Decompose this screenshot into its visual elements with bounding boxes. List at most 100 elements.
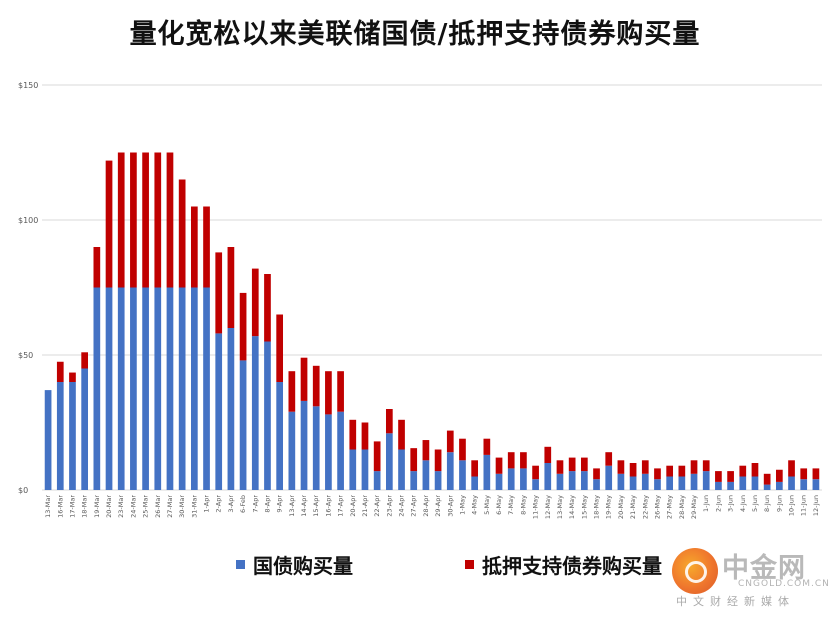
bar-mbs [93, 247, 101, 288]
bar-treasury [178, 287, 186, 490]
x-tick-label: 3-Jun [727, 495, 735, 512]
bar-mbs [81, 352, 89, 369]
bar-treasury [715, 481, 722, 490]
x-tick-label: 18-Mar [81, 495, 89, 518]
bar-treasury [446, 452, 454, 490]
x-tick-label: 8-Jun [763, 495, 771, 512]
x-tick-label: 17-Apr [337, 495, 345, 517]
bar-treasury [373, 471, 381, 490]
bar-treasury [422, 460, 430, 490]
bar-treasury [349, 449, 357, 490]
y-tick-label: $50 [18, 351, 33, 360]
x-tick-label: 23-Mar [117, 495, 125, 518]
bar-treasury [544, 463, 552, 490]
bar-mbs [434, 449, 442, 472]
bar-treasury [751, 476, 759, 490]
bar-mbs [276, 314, 284, 382]
watermark-tagline: 中文财经新媒体 [676, 595, 795, 608]
x-tick-label: 30-Mar [178, 495, 186, 518]
bar-treasury [605, 465, 613, 490]
x-tick-label: 1-May [458, 495, 466, 515]
bar-mbs [788, 460, 795, 477]
cngold-logo-icon [672, 548, 718, 594]
bar-mbs [154, 152, 162, 288]
bar-treasury [483, 454, 491, 490]
bar-treasury [617, 473, 625, 490]
x-tick-label: 21-May [629, 495, 637, 519]
legend-label-mbs: 抵押支持债券购买量 [482, 553, 662, 578]
x-tick-label: 5-Jun [751, 495, 759, 512]
x-tick-label: 9-Jun [775, 495, 783, 512]
bar-mbs [532, 465, 539, 480]
bar-treasury [702, 471, 710, 490]
bar-mbs [190, 206, 198, 288]
x-tick-label: 22-May [641, 495, 649, 519]
bar-treasury [239, 360, 247, 490]
bar-mbs [251, 268, 259, 337]
bar-treasury [288, 411, 296, 490]
bar-treasury [763, 484, 771, 490]
x-tick-label: 16-Mar [56, 495, 64, 518]
x-tick-label: 29-May [690, 495, 698, 519]
bar-mbs [507, 452, 515, 469]
bar-treasury [81, 368, 89, 490]
bar-mbs [580, 457, 588, 472]
x-tick-label: 15-May [580, 495, 588, 519]
x-tick-label: 23-Apr [385, 495, 393, 517]
bar-mbs [130, 152, 137, 288]
bar-mbs [702, 460, 710, 472]
x-axis-tick-labels: 13-Mar 16-Mar 17-Mar 18-Mar 19-Mar 20-Mar 23-M… [44, 495, 820, 519]
bar-mbs [361, 422, 369, 450]
x-tick-label: 26-Mar [154, 495, 162, 518]
bar-treasury [666, 476, 674, 490]
bar-mbs [312, 365, 320, 407]
bar-mbs [385, 409, 393, 434]
x-tick-label: 4-Jun [739, 495, 747, 512]
bar-mbs [520, 452, 527, 469]
bar-mbs [739, 465, 747, 477]
bar-mbs [715, 471, 722, 482]
bar-treasury [44, 390, 52, 490]
bar-mbs [727, 471, 734, 482]
bar-treasury [739, 476, 747, 490]
x-tick-label: 31-Mar [190, 495, 198, 518]
x-tick-label: 12-May [544, 495, 552, 519]
x-tick-label: 5-May [483, 495, 491, 515]
bar-treasury [142, 287, 149, 490]
legend-item-treasury: 国债购买量 [236, 552, 353, 578]
bar-mbs [373, 441, 381, 472]
bar-mbs [483, 438, 491, 455]
bar-mbs [337, 371, 344, 412]
bar-mbs [300, 357, 308, 401]
legend-label-treasury: 国债购买量 [253, 553, 353, 578]
legend-swatch-treasury [236, 559, 245, 569]
bar-treasury [641, 473, 649, 490]
x-tick-label: 13-May [556, 495, 564, 519]
bar-mbs [446, 430, 454, 453]
bar-treasury [117, 287, 125, 490]
bar-treasury [264, 341, 271, 490]
bar-mbs [56, 361, 64, 382]
x-tick-label: 21-Apr [361, 495, 369, 517]
x-tick-label: 2-Apr [215, 495, 223, 513]
bar-treasury [556, 473, 564, 490]
x-tick-label: 27-May [666, 495, 674, 519]
bar-mbs [105, 160, 113, 288]
x-tick-label: 28-May [678, 495, 686, 519]
bar-mbs [142, 152, 149, 288]
bar-mbs [641, 460, 649, 474]
x-tick-label: 27-Apr [410, 495, 418, 517]
x-tick-label: 8-May [519, 495, 527, 515]
bar-mbs [69, 372, 76, 382]
bar-mbs [763, 473, 771, 485]
bar-mbs [800, 468, 808, 480]
bar-treasury [434, 471, 442, 490]
bar-treasury [593, 479, 600, 490]
bar-mbs [422, 440, 430, 461]
bar-mbs [264, 274, 271, 342]
x-tick-label: 19-Mar [93, 495, 101, 518]
bar-treasury [532, 479, 539, 490]
x-tick-label: 8-Apr [263, 495, 271, 513]
bar-mbs [751, 463, 759, 477]
